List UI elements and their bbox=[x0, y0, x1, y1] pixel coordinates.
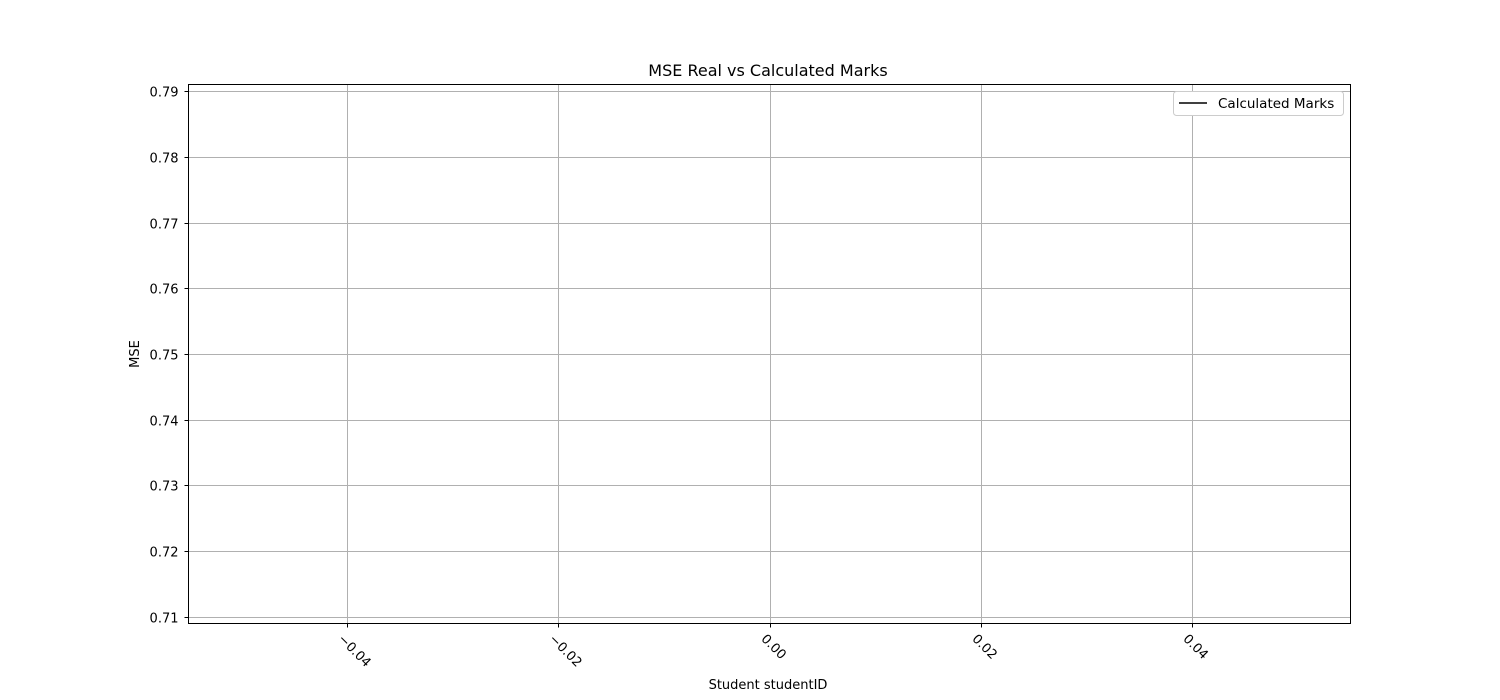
legend: Calculated Marks bbox=[1173, 91, 1344, 116]
legend-box bbox=[1173, 91, 1344, 116]
y-tick-label: 0.73 bbox=[150, 480, 179, 495]
y-tick-label: 0.74 bbox=[150, 415, 179, 430]
y-tick-label: 0.79 bbox=[150, 86, 179, 101]
y-tick-label: 0.78 bbox=[150, 152, 179, 167]
legend-label-calculated-marks: Calculated Marks bbox=[1218, 96, 1334, 112]
x-axis-label: Student studentID bbox=[709, 678, 828, 693]
y-tick-label: 0.77 bbox=[150, 218, 179, 233]
y-tick-label: 0.76 bbox=[150, 283, 179, 298]
grid bbox=[188, 84, 1351, 624]
chart-title: MSE Real vs Calculated Marks bbox=[648, 61, 887, 80]
y-axis-label: MSE bbox=[128, 340, 143, 368]
y-tick-label: 0.71 bbox=[150, 612, 179, 627]
y-tick-label: 0.75 bbox=[150, 349, 179, 364]
y-tick-label: 0.72 bbox=[150, 546, 179, 561]
